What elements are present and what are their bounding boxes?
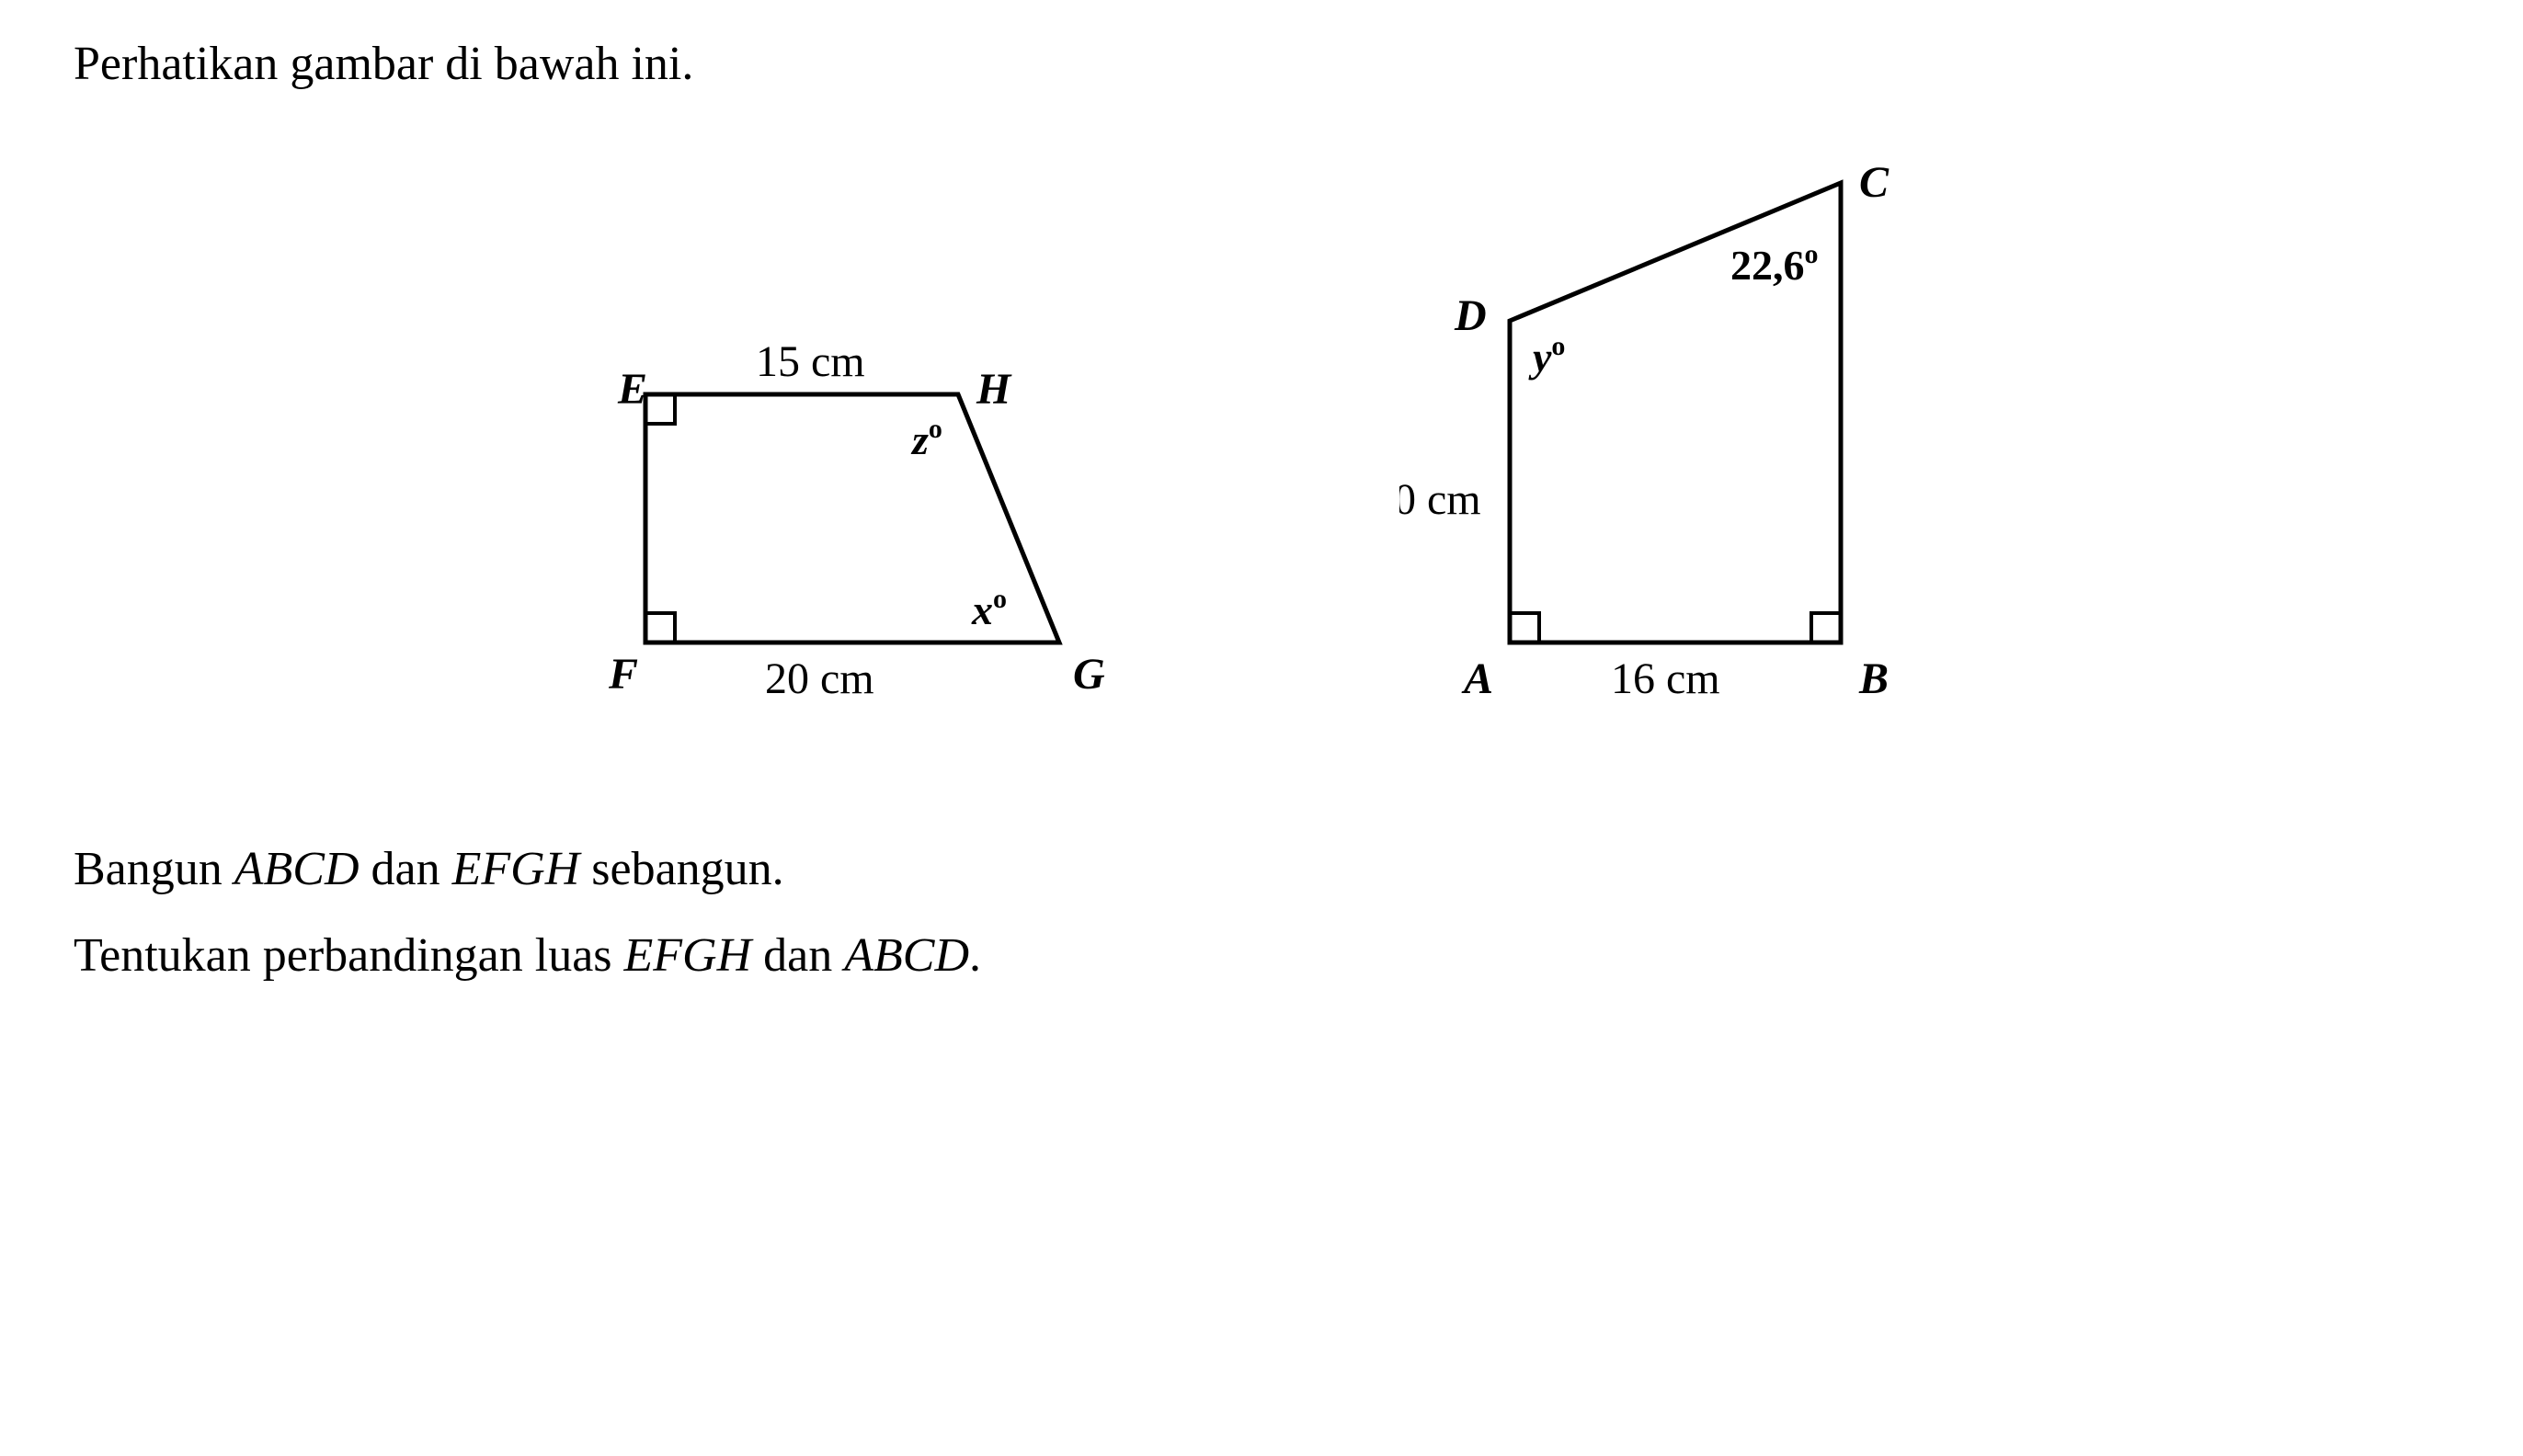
vertex-B-label: B bbox=[1858, 654, 1889, 703]
angle-y-label: yo bbox=[1528, 331, 1565, 381]
intro-text: Perhatikan gambar di bawah ini. bbox=[74, 37, 2449, 91]
diagrams-container: E H F G 15 cm 20 cm zo xo D C A B 20 c bbox=[74, 146, 2449, 734]
vertex-E-label: E bbox=[617, 365, 647, 414]
statement1-abcd: ABCD bbox=[234, 843, 360, 895]
vertex-C-label: C bbox=[1859, 158, 1889, 207]
statement2-pre: Tentukan perbandingan luas bbox=[74, 929, 624, 982]
vertex-H-label: H bbox=[976, 365, 1012, 414]
angle-c-label: 22,6o bbox=[1730, 239, 1819, 289]
vertex-A-label: A bbox=[1461, 654, 1493, 703]
statement1-mid: dan bbox=[360, 843, 452, 895]
bottom-text-block: Bangun ABCD dan EFGH sebangun. Tentukan … bbox=[74, 826, 2449, 998]
top-side-label: 15 cm bbox=[756, 337, 865, 386]
angle-z-label: zo bbox=[910, 414, 942, 463]
angle-x-label: xo bbox=[971, 584, 1007, 633]
statement2-mid: dan bbox=[751, 929, 844, 982]
trapezoid-abcd: D C A B 20 cm 16 cm 22,6o yo bbox=[1399, 146, 1951, 734]
vertex-F-label: F bbox=[608, 650, 638, 699]
statement1-efgh: EFGH bbox=[452, 843, 580, 895]
statement-1: Bangun ABCD dan EFGH sebangun. bbox=[74, 826, 2449, 913]
statement-2: Tentukan perbandingan luas EFGH dan ABCD… bbox=[74, 913, 2449, 999]
left-side-label: 20 cm bbox=[1399, 475, 1481, 524]
statement2-abcd: ABCD bbox=[844, 929, 969, 982]
statement1-post: sebangun. bbox=[579, 843, 783, 895]
vertex-D-label: D bbox=[1454, 291, 1487, 340]
statement2-efgh: EFGH bbox=[624, 929, 752, 982]
bottom-side-label-right: 16 cm bbox=[1611, 654, 1720, 703]
statement1-pre: Bangun bbox=[74, 843, 234, 895]
statement2-post: . bbox=[969, 929, 981, 982]
bottom-side-label: 20 cm bbox=[765, 654, 874, 703]
trapezoid-efgh: E H F G 15 cm 20 cm zo xo bbox=[572, 275, 1142, 734]
vertex-G-label: G bbox=[1073, 650, 1105, 699]
